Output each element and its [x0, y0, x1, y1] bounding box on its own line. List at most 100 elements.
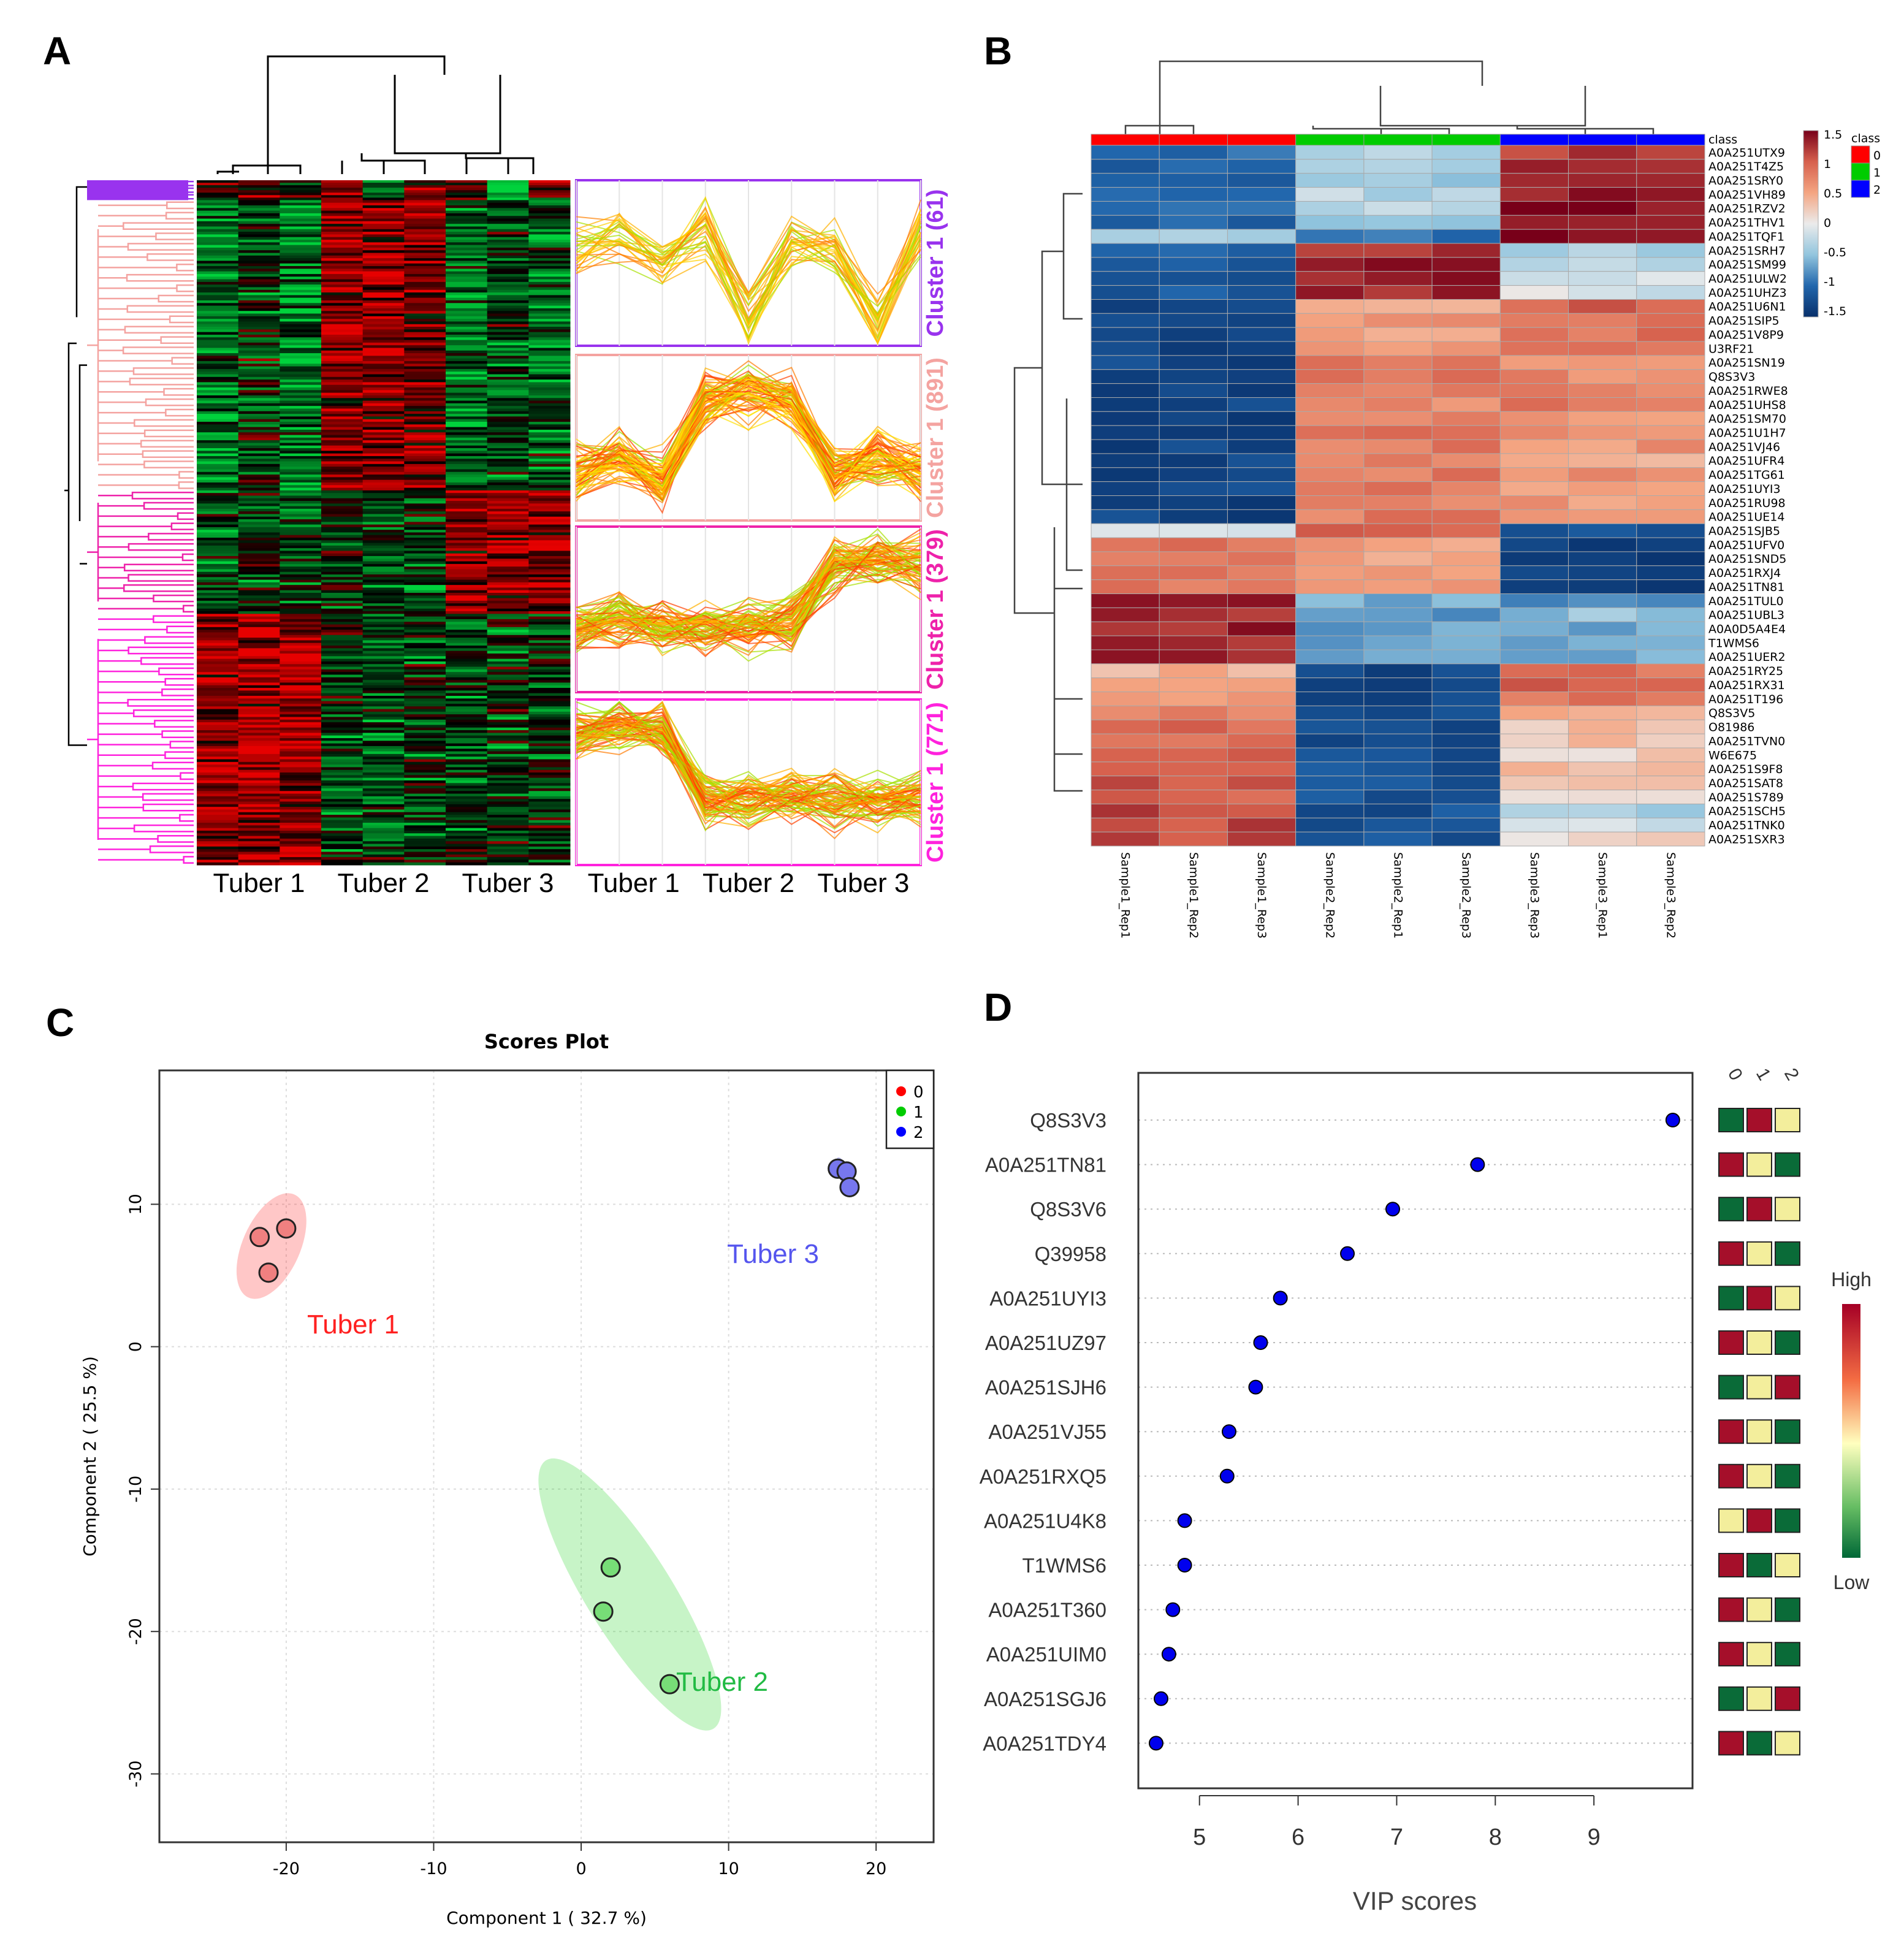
heatmap-cell — [1227, 271, 1297, 286]
heatmap-cell — [446, 624, 488, 628]
row-label: A0A251VH89 — [1708, 188, 1786, 202]
class-bar-cell — [1159, 134, 1228, 146]
heatmap-cell — [446, 587, 488, 591]
heatmap-cell — [197, 224, 239, 227]
heatmap-cell — [238, 666, 280, 670]
heatmap-cell — [238, 448, 280, 451]
heatmap-cell — [528, 372, 571, 375]
heatmap-cell — [1159, 733, 1228, 749]
heatmap-cell — [528, 619, 571, 622]
heatmap-cell — [197, 622, 239, 625]
heatmap-cell — [1499, 425, 1569, 440]
heatmap-cell — [321, 593, 364, 596]
heatmap-cell — [197, 587, 239, 591]
heatmap-cell — [528, 353, 571, 356]
heatmap-cell — [446, 498, 488, 501]
heatmap-cell — [321, 329, 364, 333]
heatmap-cell — [280, 624, 322, 628]
heatmap-cell — [487, 749, 529, 752]
heatmap-cell — [280, 429, 322, 433]
heatmap-cell — [197, 321, 239, 325]
heatmap-cell — [446, 303, 488, 307]
heatmap-cell — [1227, 593, 1297, 608]
heatmap-cell — [280, 706, 322, 710]
heatmap-cell — [280, 614, 322, 617]
heatmap-cell — [1091, 439, 1160, 454]
heatmap-cell — [528, 185, 571, 188]
heatmap-cell — [528, 593, 571, 596]
heatmap-cell — [487, 316, 529, 319]
heatmap-cell — [404, 646, 446, 649]
heatmap-cell — [197, 398, 239, 402]
heatmap-cell — [446, 348, 488, 351]
heatmap-cell — [1159, 327, 1228, 342]
heatmap-cell — [446, 445, 488, 449]
heatmap-cell — [1091, 537, 1160, 552]
heatmap-cell — [1227, 747, 1297, 763]
heatmap-cell — [487, 356, 529, 359]
heatmap-cell — [446, 638, 488, 641]
heatmap-cell — [280, 459, 322, 462]
heatmap-cell — [197, 218, 239, 222]
heatmap-cell — [487, 825, 529, 829]
heatmap-cell — [280, 522, 322, 525]
heatmap-cell — [528, 253, 571, 256]
heatmap-cell — [446, 258, 488, 261]
y-tick-label: -10 — [126, 1476, 145, 1503]
color-scale-bar — [1803, 130, 1819, 318]
row-label: A0A251U6N1 — [1708, 300, 1786, 314]
heatmap-cell — [321, 193, 364, 196]
row-label: A0A251SM99 — [1708, 258, 1786, 272]
heatmap-cell — [1295, 397, 1365, 412]
heatmap-cell — [321, 453, 364, 457]
heatmap-cell — [280, 791, 322, 795]
heatmap-cell — [446, 741, 488, 744]
vip-point — [1165, 1602, 1181, 1617]
heatmap-cell — [487, 799, 529, 802]
heatmap-cell — [362, 772, 405, 776]
heatmap-cell — [362, 342, 405, 346]
heatmap-cell — [321, 857, 364, 860]
heatmap-cell — [487, 685, 529, 688]
heatmap-cell — [280, 571, 322, 575]
heatmap-cell — [528, 313, 571, 317]
heatmap-cell — [362, 400, 405, 404]
heatmap-cell — [362, 571, 405, 575]
heatmap-cell — [362, 519, 405, 522]
heatmap-cell — [528, 348, 571, 351]
heatmap-cell — [1159, 145, 1228, 160]
heatmap-cell — [238, 273, 280, 277]
heatmap-cell — [197, 603, 239, 606]
heatmap-cell — [280, 801, 322, 805]
heatmap-cell — [487, 841, 529, 844]
heatmap-cell — [487, 860, 529, 863]
heatmap-cell — [280, 324, 322, 327]
heatmap-cell — [280, 200, 322, 204]
heatmap-cell — [362, 437, 405, 441]
heatmap-cell — [362, 345, 405, 348]
heatmap-cell — [1636, 243, 1705, 258]
heatmap-cell — [446, 358, 488, 362]
heatmap-cell — [280, 553, 322, 557]
heatmap-cell — [487, 743, 529, 747]
heatmap-cell — [446, 650, 488, 654]
heatmap-cell — [321, 693, 364, 696]
heatmap-cell — [321, 780, 364, 783]
heatmap-cell — [321, 658, 364, 662]
heatmap-cell — [1091, 579, 1160, 595]
heatmap-cell — [1363, 285, 1433, 300]
heatmap-cell — [1295, 439, 1365, 454]
heatmap-cell — [362, 820, 405, 823]
heatmap-cell — [321, 551, 364, 554]
heatmap-cell — [404, 482, 446, 486]
heatmap-cell — [238, 587, 280, 591]
heatmap-cell — [238, 841, 280, 844]
heatmap-cell — [487, 635, 529, 638]
heatmap-cell — [321, 350, 364, 354]
heatmap-cell — [321, 630, 364, 633]
heatmap-cell — [528, 384, 571, 388]
heatmap-cell — [197, 725, 239, 728]
heatmap-cell — [238, 722, 280, 725]
heatmap-cell — [404, 463, 446, 467]
heatmap-cell — [1431, 411, 1501, 426]
